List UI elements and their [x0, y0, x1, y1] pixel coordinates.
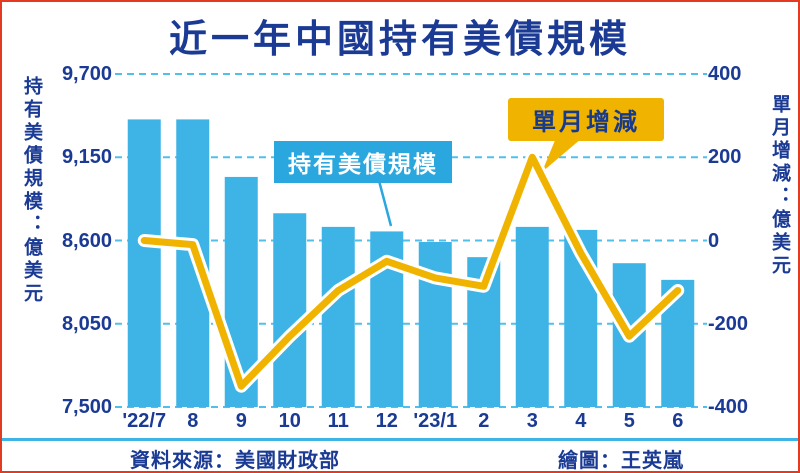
right-axis-tick: 0: [708, 229, 720, 252]
x-axis-label: 3: [526, 410, 538, 432]
bar-10: [273, 213, 307, 407]
x-axis-label: 4: [575, 410, 587, 432]
left-axis-tick: 8,600: [61, 229, 112, 252]
left-axis-tick: 9,700: [61, 63, 112, 85]
bar-8: [176, 119, 210, 407]
right-axis-tick: 400: [708, 63, 742, 85]
right-axis-title: 單月增減：億美元: [769, 94, 790, 278]
left-axis-tick: 7,500: [61, 396, 112, 418]
monthly-change-line: [140, 153, 682, 390]
x-axis-label: 8: [187, 410, 199, 432]
x-axis-label: 2: [478, 410, 490, 432]
x-axis-label: '23/1: [413, 410, 458, 432]
holdings-callout-pointer: [376, 176, 393, 227]
bar-3: [515, 226, 549, 407]
left-axis-tick: 8,050: [61, 312, 112, 335]
x-axis-label: '22/7: [122, 410, 167, 432]
right-axis-tick: -200: [708, 312, 749, 335]
x-axis-label: 11: [327, 410, 349, 432]
x-axis-label: 6: [672, 410, 684, 432]
bar-12: [370, 231, 404, 407]
source-text: 資料來源：美國財政部: [130, 450, 340, 472]
x-axis-label: 10: [278, 410, 301, 432]
chart-title: 近一年中國持有美債規模: [168, 19, 631, 61]
bar-5: [612, 263, 646, 407]
bar-2: [467, 257, 501, 407]
monthly-change-line-casing: [137, 150, 685, 393]
holdings-series-callout: 持有美債規模: [274, 141, 452, 183]
right-axis-tick: 200: [708, 146, 742, 169]
bar-'23/1: [418, 242, 452, 407]
x-axis-label: 9: [235, 410, 247, 432]
monthly-change-callout: 單月增減: [508, 98, 664, 141]
bar-9: [224, 176, 258, 407]
right-axis-tick: -400: [708, 396, 749, 418]
bar-11: [321, 226, 355, 407]
left-axis-tick: 9,150: [61, 146, 112, 169]
footer-divider: [2, 438, 798, 441]
x-axis-label: 5: [623, 410, 635, 432]
bar-4: [564, 229, 598, 407]
bar-'22/7: [127, 119, 161, 407]
bar-6: [661, 279, 695, 407]
credit-text: 繪圖：王英嵐: [558, 450, 684, 472]
left-axis-title: 持有美債規模：億美元: [21, 76, 42, 306]
x-axis-label: 12: [375, 410, 398, 432]
